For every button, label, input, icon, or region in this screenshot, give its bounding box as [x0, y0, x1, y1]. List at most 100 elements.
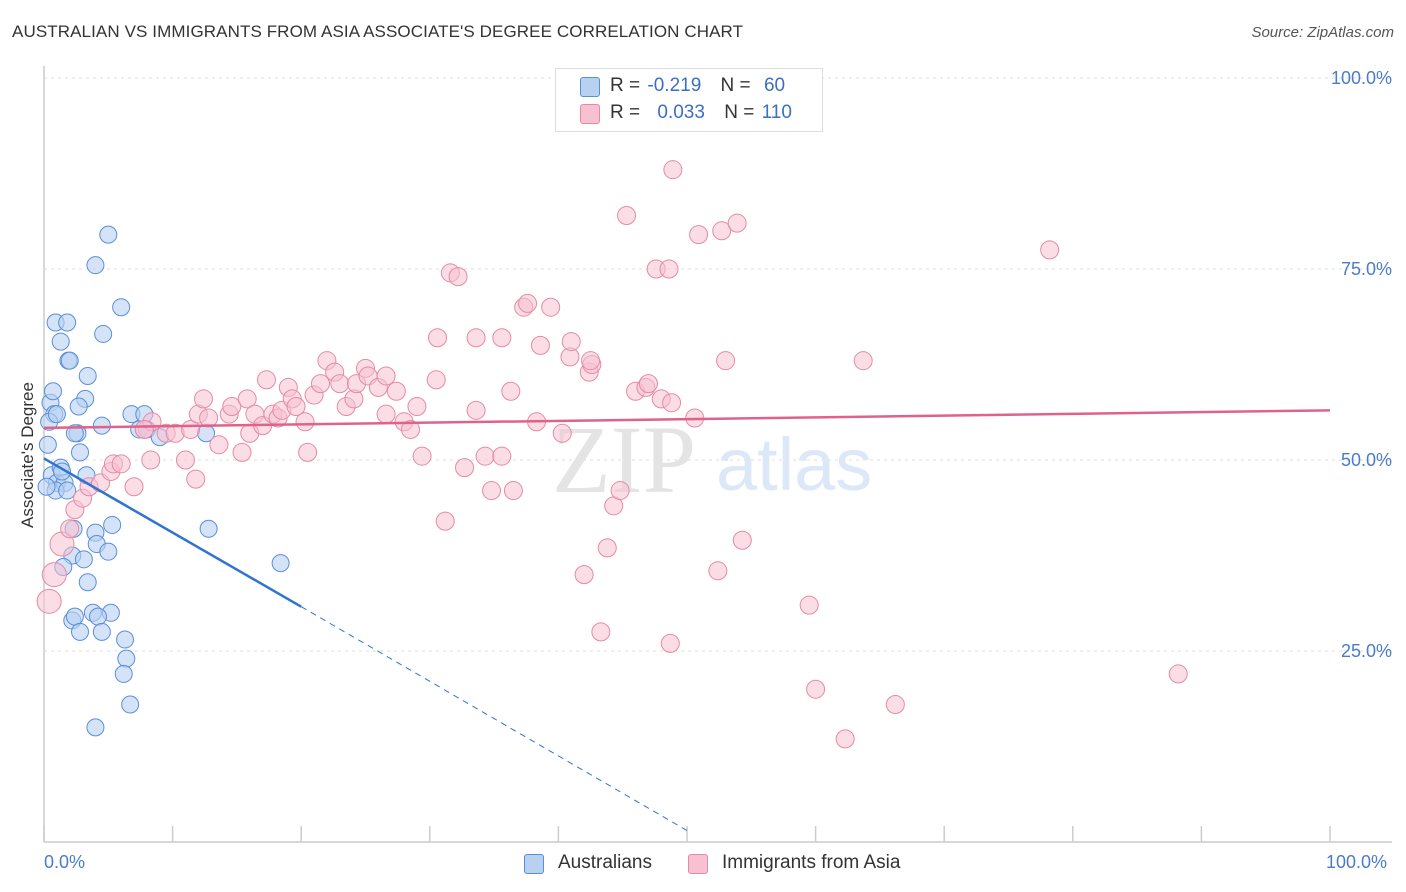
point-immigrants-asia [712, 221, 732, 241]
point-immigrants-asia [716, 351, 736, 371]
point-immigrants-asia [663, 160, 683, 180]
point-immigrants-asia [60, 519, 80, 539]
point-australians [51, 332, 70, 351]
point-immigrants-asia [111, 454, 131, 474]
point-immigrants-asia [853, 351, 873, 371]
y-axis-label: Associate's Degree [18, 382, 37, 528]
legend-r-value: -0.219 [647, 75, 702, 96]
point-australians [117, 649, 136, 668]
legend-r-label: R = [610, 102, 641, 123]
point-immigrants-asia [124, 477, 144, 497]
point-australians [37, 477, 56, 496]
point-australians [78, 366, 97, 385]
point-immigrants-asia [597, 538, 617, 558]
source-label: Source: ZipAtlas.com [1251, 24, 1394, 41]
point-immigrants-asia [286, 397, 306, 417]
point-immigrants-asia [36, 588, 62, 614]
point-australians [58, 481, 77, 500]
point-immigrants-asia [662, 393, 682, 413]
point-immigrants-asia [428, 328, 448, 348]
bottom-legend-label-australians: Australians [558, 852, 652, 873]
watermark: ZIP atlas [552, 406, 872, 513]
point-immigrants-asia [561, 332, 581, 352]
point-australians [94, 324, 113, 343]
point-australians [99, 542, 118, 561]
point-immigrants-asia [386, 381, 406, 401]
point-australians [65, 607, 84, 626]
point-immigrants-asia [426, 370, 446, 390]
bottom-legend-swatch-pink [688, 854, 708, 874]
point-immigrants-asia [541, 297, 561, 317]
point-immigrants-asia [1168, 664, 1188, 684]
legend-swatch-pink [580, 104, 600, 124]
point-immigrants-asia [660, 633, 680, 653]
axes [43, 66, 1392, 843]
point-australians [86, 256, 105, 275]
point-immigrants-asia [835, 729, 855, 749]
y-tick-labels: 25.0% 50.0% 75.0% 100.0% [1331, 68, 1392, 661]
point-australians [114, 664, 133, 683]
legend-n-value: 110 [761, 102, 792, 123]
x-tick-min: 0.0% [44, 852, 86, 872]
point-immigrants-asia [330, 374, 350, 394]
point-immigrants-asia [552, 423, 572, 443]
point-immigrants-asia [175, 450, 195, 470]
trend-line-immigrants-asia [43, 409, 1331, 430]
trend-lines [43, 409, 1331, 831]
trend-line-australians-extension [300, 606, 688, 831]
point-australians [60, 351, 79, 370]
trend-line-australians [43, 457, 302, 608]
point-immigrants-asia [732, 530, 752, 550]
point-immigrants-asia [1040, 240, 1060, 260]
point-immigrants-asia [492, 328, 512, 348]
point-australians [47, 405, 66, 424]
legend: R = -0.219 N = 60 R = 0.033 N = 110 [555, 68, 823, 132]
point-australians [78, 573, 97, 592]
point-immigrants-asia [482, 481, 502, 501]
point-immigrants-asia [610, 481, 630, 501]
point-immigrants-asia [689, 225, 709, 245]
point-immigrants-asia [134, 419, 154, 439]
point-immigrants-asia [376, 366, 396, 386]
point-immigrants-asia [209, 435, 229, 455]
point-immigrants-asia [232, 442, 252, 462]
point-australians [74, 550, 93, 569]
point-immigrants-asia [295, 412, 315, 432]
watermark-atlas: atlas [716, 423, 872, 506]
point-australians [92, 416, 111, 435]
bottom-legend-swatch-blue [524, 854, 544, 874]
point-immigrants-asia [530, 335, 550, 355]
point-australians [65, 424, 84, 443]
point-immigrants-asia [256, 370, 276, 390]
point-australians [121, 695, 140, 714]
point-immigrants-asia [435, 511, 455, 531]
point-immigrants-asia [199, 408, 219, 428]
x-tick-max: 100.0% [1326, 852, 1388, 872]
point-australians [103, 515, 122, 534]
point-australians [92, 622, 111, 641]
legend-swatch-blue [580, 77, 600, 97]
point-australians [38, 435, 57, 454]
y-tick-label: 50.0% [1341, 450, 1392, 470]
point-australians [69, 397, 88, 416]
immigrants-asia-points [36, 160, 1188, 749]
point-immigrants-asia [518, 293, 538, 313]
point-immigrants-asia [222, 397, 242, 417]
point-immigrants-asia [503, 481, 523, 501]
legend-r-value: 0.033 [657, 102, 705, 123]
point-immigrants-asia [885, 694, 905, 714]
point-immigrants-asia [492, 446, 512, 466]
point-australians [44, 382, 63, 401]
point-immigrants-asia [708, 561, 728, 581]
point-immigrants-asia [806, 679, 826, 699]
y-tick-label: 25.0% [1341, 641, 1392, 661]
point-immigrants-asia [501, 381, 521, 401]
point-immigrants-asia [310, 374, 330, 394]
point-australians [99, 225, 118, 244]
point-immigrants-asia [727, 213, 747, 233]
point-immigrants-asia [298, 442, 318, 462]
y-tick-label: 75.0% [1341, 259, 1392, 279]
point-australians [116, 630, 135, 649]
point-immigrants-asia [581, 351, 601, 371]
point-immigrants-asia [412, 446, 432, 466]
